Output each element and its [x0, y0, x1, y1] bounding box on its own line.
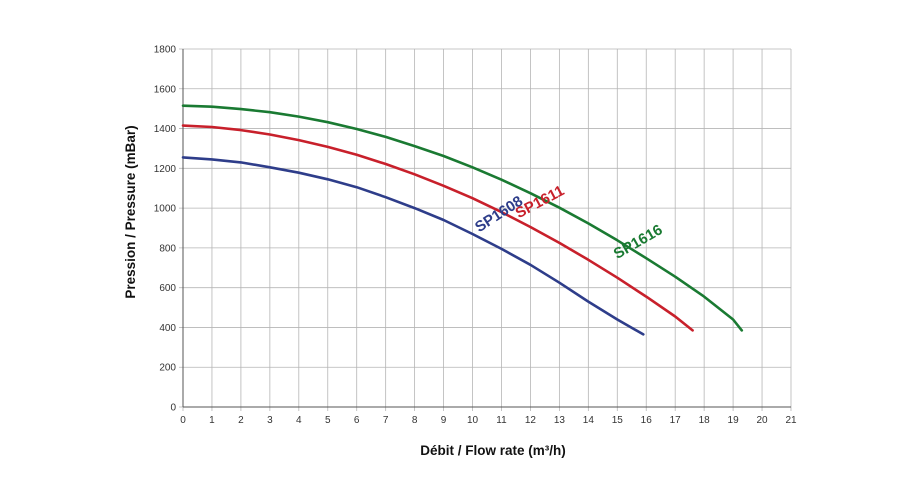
y-tick-labels: 0 200 400 600 800 1000 1200 1400 1600 1800	[154, 45, 177, 414]
y-tick-label: 0	[170, 403, 176, 414]
x-tick-label: 6	[354, 415, 360, 426]
y-tick-label: 1600	[154, 84, 177, 95]
x-tick-label: 10	[467, 415, 479, 426]
y-tick-label: 600	[159, 283, 176, 294]
y-tick-label: 1400	[154, 124, 177, 135]
x-tick-label: 14	[583, 415, 595, 426]
y-tick-label: 1800	[154, 45, 177, 56]
x-tick-label: 16	[641, 415, 653, 426]
x-tick-label: 12	[525, 415, 537, 426]
x-tick-label: 3	[267, 415, 273, 426]
x-tick-label: 8	[412, 415, 418, 426]
x-tick-label: 19	[728, 415, 740, 426]
x-tick-label: 0	[180, 415, 186, 426]
x-tick-label: 20	[756, 415, 768, 426]
x-tick-label: 11	[496, 415, 507, 426]
x-tick-label: 18	[699, 415, 711, 426]
x-tick-label: 9	[441, 415, 447, 426]
y-tick-label: 1200	[154, 164, 177, 175]
x-tick-label: 4	[296, 415, 302, 426]
series-line-sp1611	[181, 124, 694, 332]
x-tick-label: 1	[209, 415, 215, 426]
x-tick-labels: 0 1 2 3 4 5 6 7 8 9 10 11 12 13 14 15 16 17 18 19 20 21	[180, 415, 797, 426]
x-tick-label: 15	[612, 415, 624, 426]
y-tick-label: 1000	[154, 204, 177, 215]
y-axis-title: Pression / Pressure (mBar)	[123, 125, 138, 298]
x-tick-label: 2	[238, 415, 244, 426]
series-line-sp1608	[181, 156, 645, 336]
series-line-sp1616	[181, 104, 744, 332]
x-tick-label: 13	[554, 415, 566, 426]
x-tick-label: 7	[383, 415, 389, 426]
x-tick-label: 21	[785, 415, 797, 426]
y-tick-label: 400	[159, 323, 176, 334]
x-axis-title: Débit / Flow rate (m³/h)	[420, 443, 566, 458]
y-tick-label: 800	[159, 243, 176, 254]
y-tick-label: 200	[159, 363, 176, 374]
series-lines	[181, 104, 744, 336]
x-tick-label: 5	[325, 415, 331, 426]
grid	[179, 48, 792, 411]
x-tick-label: 17	[670, 415, 682, 426]
